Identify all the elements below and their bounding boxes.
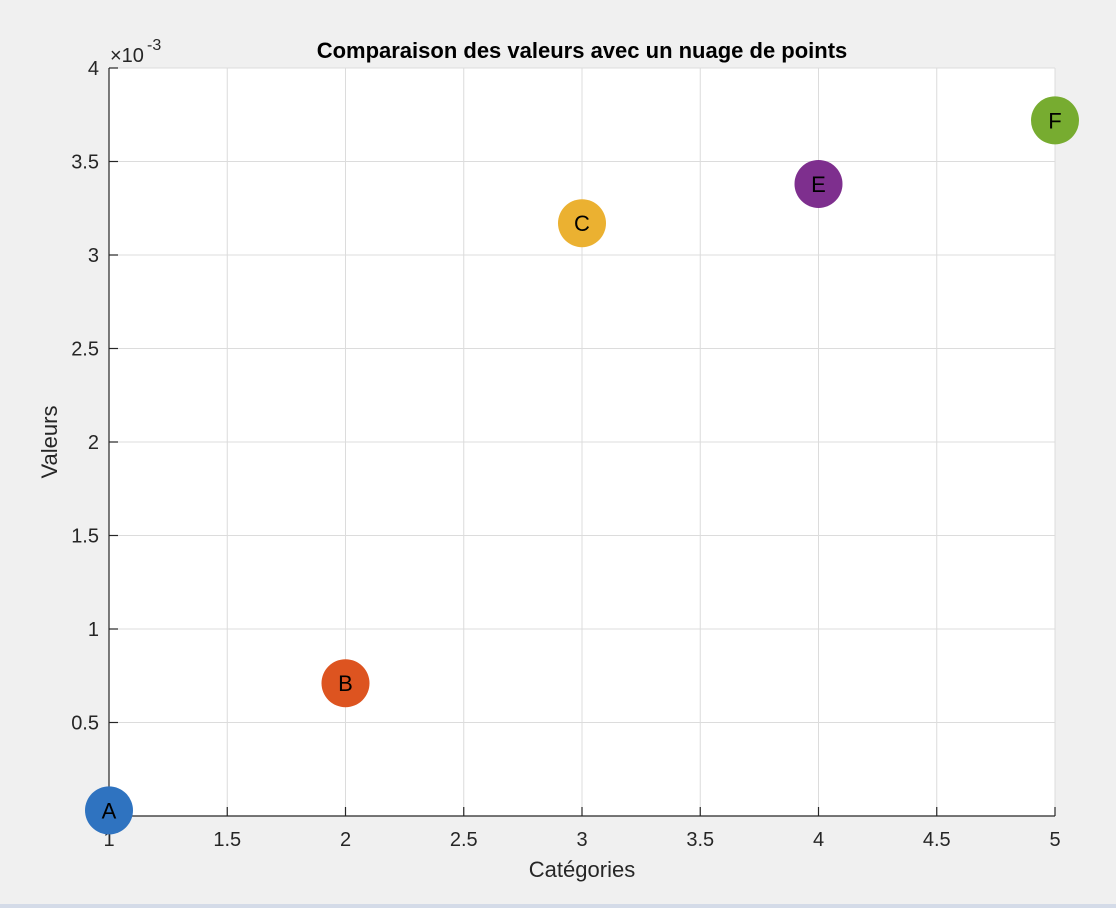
grid: [108, 67, 1056, 816]
data-point-f: F: [1031, 96, 1079, 145]
y-axis-ticks: 0.5 1 1.5 2 2.5 3 3.5 4: [71, 58, 118, 735]
y-tick-label: 1: [88, 619, 99, 641]
y-tick-label: 3: [88, 245, 99, 267]
y-tick-label: 4: [88, 58, 99, 80]
x-tick-label: 1.5: [213, 829, 241, 851]
x-tick-label: 2: [340, 829, 351, 851]
point-marker: [794, 159, 843, 208]
point-label: C: [574, 211, 590, 236]
y-tick-label: 3.5: [71, 152, 99, 174]
x-tick-label: 4.5: [923, 829, 951, 851]
point-marker: [558, 199, 606, 248]
data-point-c: C: [558, 199, 606, 248]
point-label: B: [338, 671, 353, 696]
window-bottom-edge: [0, 904, 1116, 908]
y-tick-label: 2: [88, 432, 99, 454]
x-tick-label: 2.5: [450, 829, 478, 851]
point-label: F: [1048, 108, 1061, 133]
y-tick-label: 1.5: [71, 526, 99, 548]
x-tick-label: 1: [103, 829, 114, 851]
data-point-b: B: [321, 659, 370, 708]
chart-title: Comparaison des valeurs avec un nuage de…: [317, 38, 848, 63]
point-label: E: [811, 172, 826, 197]
x-tick-label: 5: [1049, 829, 1060, 851]
exponent-power: -3: [147, 37, 161, 54]
x-tick-label: 4: [813, 829, 824, 851]
point-label: A: [102, 798, 117, 823]
y-axis-label: Valeurs: [37, 406, 62, 479]
point-marker: [85, 786, 133, 835]
point-marker: [1031, 96, 1079, 145]
y-exponent-label: ×10 -3: [110, 37, 161, 67]
point-marker: [321, 659, 370, 708]
data-points: A B C E F: [85, 96, 1079, 835]
x-tick-label: 3: [576, 829, 587, 851]
x-tick-label: 3.5: [686, 829, 714, 851]
exponent-base: ×10: [110, 45, 144, 67]
data-point-e: E: [794, 159, 843, 208]
x-axis-label: Catégories: [529, 857, 635, 882]
y-tick-label: 2.5: [71, 339, 99, 361]
data-point-a: A: [85, 786, 133, 835]
y-tick-label: 0.5: [71, 713, 99, 735]
